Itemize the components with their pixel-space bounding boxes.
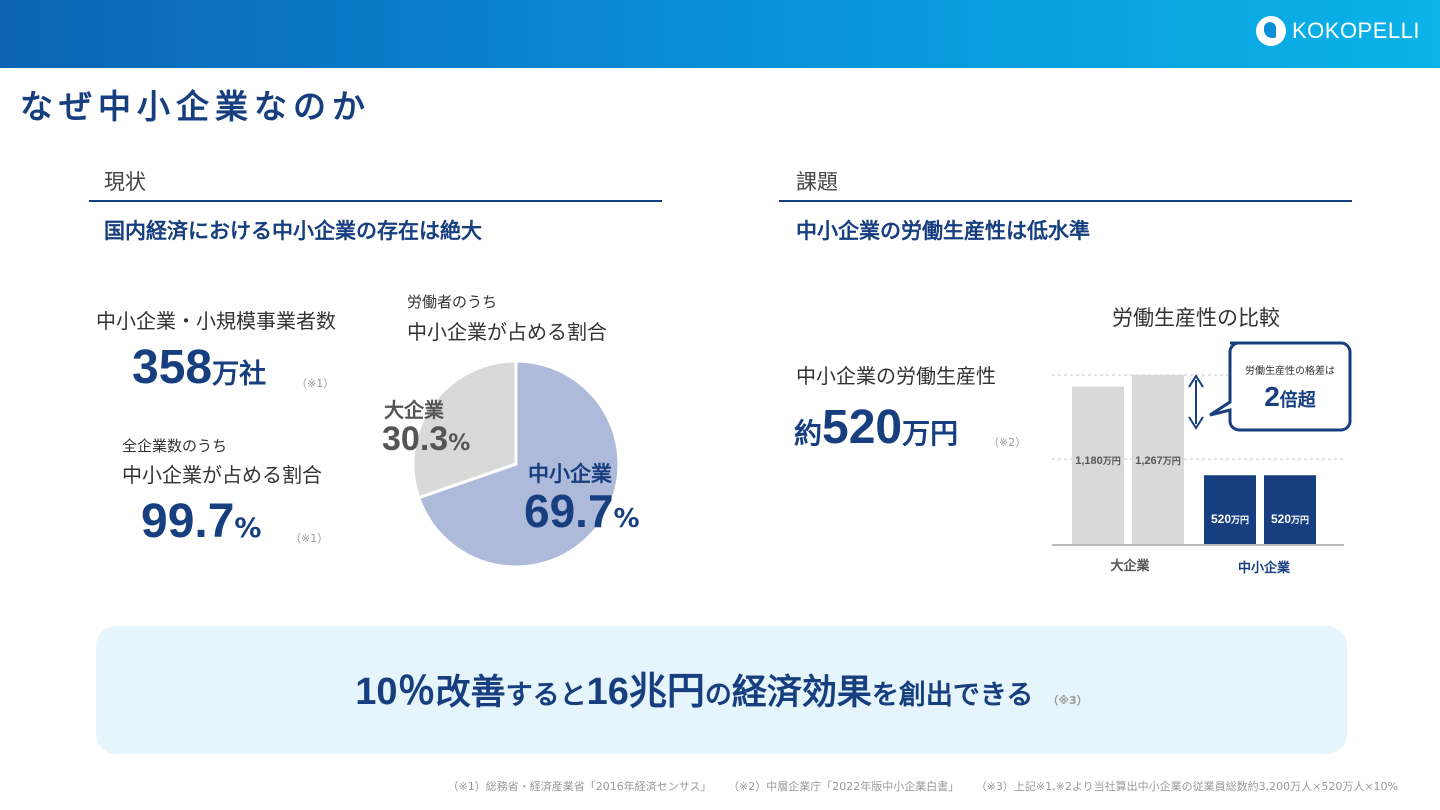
bottom-no: の [704,680,732,711]
company-count-note: （※1） [296,377,335,390]
productivity-label: 中小企業の労働生産性 [796,364,996,388]
ratio-sub-label: 全企業数のうち [122,437,228,455]
bar-large-0 [1072,386,1124,545]
bottom-message: 10％改善すると16兆円の経済効果を創出できる （※3） [96,660,1347,715]
productivity-number: 520 [822,401,903,454]
pie-slice-small-business [416,359,621,569]
gap-callout-box [1209,341,1352,432]
bar-small-2 [1204,475,1256,545]
logo-text: KOKOPELLI [1291,18,1420,43]
bar-value-label: 520万円 [1211,512,1249,526]
header-bar [0,0,1440,68]
ratio-number: 99.7 [141,495,235,548]
logo: KOKOPELLI [1255,16,1420,46]
right-section-label: 課題 [796,170,838,194]
bottom-effect: 経済効果 [731,673,872,713]
chart-title: 労働生産性の比較 [1112,306,1280,330]
pie-small-name: 中小企業 [528,462,612,486]
bottom-amount: 16兆円 [586,671,705,713]
footnotes: （※1）総務省・経済産業省「2016年経済センサス」 （※2）中層企業庁「2022… [447,778,1398,794]
callout-value: 2倍超 [1264,381,1317,412]
bar-large-1 [1132,375,1184,545]
productivity-value: 約520万円 [794,400,958,455]
ratio-note: （※1） [290,532,329,545]
pie-caption-small: 労働者のうち [407,293,498,311]
bottom-improve: 改善 [435,673,506,713]
page-title: なぜ中小企業なのか [20,87,371,126]
pie-chart [411,359,621,569]
right-section-divider [779,200,1352,202]
productivity-unit: 万円 [902,417,959,450]
company-count-value: 358万社 [132,340,266,395]
arrow-down-icon [1188,416,1204,430]
productivity-note: （※2） [988,436,1027,449]
pie-slice-large-business [411,359,518,500]
bottom-note: （※3） [1047,693,1088,707]
category-label-large: 大企業 [1110,558,1150,574]
bottom-banner [96,626,1347,754]
pie-large-value: 30.3% [382,420,470,459]
company-count-number: 358 [132,341,213,394]
left-section-label: 現状 [104,170,146,194]
productivity-prefix: 約 [794,417,823,450]
bar-value-label: 1,267万円 [1135,455,1181,467]
footnote-1: （※1）総務省・経済産業省「2016年経済センサス」 [447,780,712,793]
left-section-divider [89,200,662,202]
pie-large-name: 大企業 [384,398,444,422]
ratio-unit: % [234,513,262,544]
bottom-create: を創出できる [871,680,1034,711]
ratio-value: 99.7% [141,494,261,549]
arrow-up-icon [1188,374,1204,388]
company-count-unit: 万社 [212,359,267,390]
pie-small-unit: % [613,504,640,534]
bar-small-3 [1264,475,1316,545]
callout-label: 労働生産性の格差は [1245,364,1335,377]
left-section-heading: 国内経済における中小企業の存在は絶大 [104,219,482,243]
pie-large-number: 30.3 [382,420,449,458]
pie-small-value: 69.7% [524,484,640,538]
company-count-label: 中小企業・小規模事業者数 [96,309,336,333]
pie-small-number: 69.7 [524,485,614,537]
bottom-percent: 10％ [355,671,436,713]
kokopelli-logo-icon [1255,16,1286,46]
footnote-3: （※3）上記※1,※2より当社算出中小企業の従業員総数約3,200万人×520万… [981,780,1398,793]
pie-large-unit: % [448,431,471,456]
right-section-heading: 中小企業の労働生産性は低水準 [796,219,1090,243]
footnote-2: （※2）中層企業庁「2022年版中小企業白書」 [733,780,960,793]
bottom-suru-to: すると [505,680,587,711]
bar-value-label: 520万円 [1271,512,1309,526]
bar-value-label: 1,180万円 [1075,455,1121,467]
pie-caption: 中小企業が占める割合 [407,320,607,344]
ratio-label: 中小企業が占める割合 [122,463,322,487]
category-label-small: 中小企業 [1238,560,1291,576]
